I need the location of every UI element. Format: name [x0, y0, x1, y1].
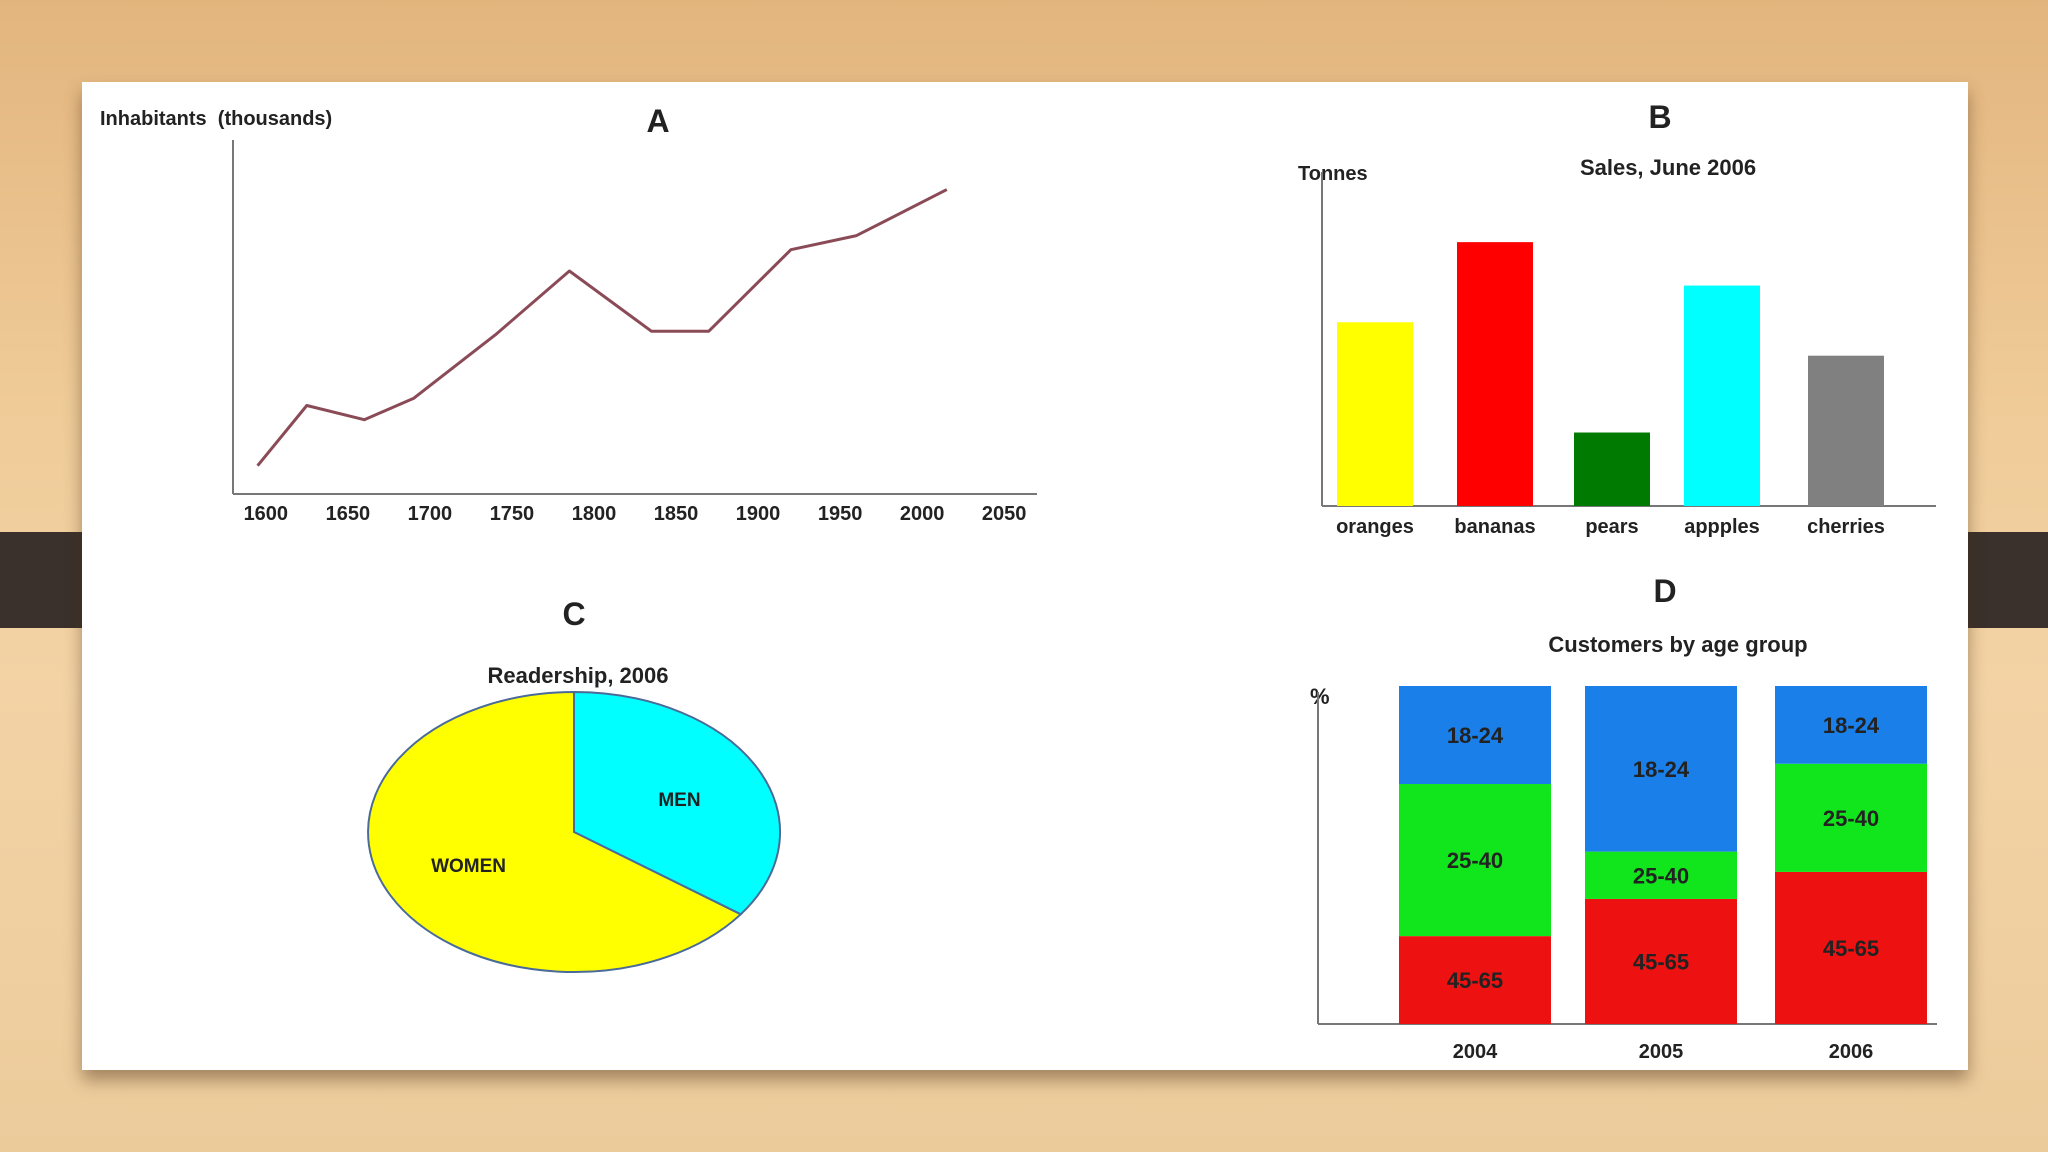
chart-d-category-label: 2006	[1829, 1041, 1874, 1063]
chart-b-bar-bananas	[1457, 242, 1533, 506]
chart-d: D Customers by age group % 45-65 25-40 18-…	[1310, 573, 1937, 1063]
charts-canvas: A Inhabitants (thousands) 1600 1650 1700 17…	[100, 99, 1937, 1063]
chart-b-category-label: pears	[1585, 516, 1638, 538]
chart-c: C Readership, 2006 MEN WOMEN	[367, 596, 782, 973]
chart-b-y-label: Tonnes	[1298, 163, 1368, 185]
chart-a-x-tick-label: 1850	[654, 503, 699, 525]
chart-d-y-label: %	[1310, 684, 1330, 709]
chart-b-category-label: bananas	[1454, 516, 1535, 538]
charts-panel: A Inhabitants (thousands) 1600 1650 1700 17…	[82, 82, 1968, 1070]
chart-d-segment-label: 45-65	[1633, 949, 1689, 974]
chart-a: A Inhabitants (thousands) 1600 1650 1700 17…	[100, 103, 1037, 525]
chart-d-segment-45-65-2006	[1775, 871, 1927, 1024]
chart-d-segment-25-40-2006	[1775, 763, 1927, 872]
chart-b-bar-pears	[1574, 432, 1650, 506]
chart-d-stacked-bars: 45-65 25-40 18-24 2004 45-65 25-40 18-24 2005 45…	[1399, 686, 1927, 1063]
chart-a-x-tick-label: 2050	[982, 503, 1026, 525]
chart-b-category-label: appples	[1684, 516, 1760, 538]
chart-d-letter: D	[1653, 573, 1676, 609]
chart-a-x-tick-label: 1950	[818, 503, 863, 525]
chart-d-segment-25-40-2004	[1399, 784, 1551, 937]
chart-b-letter: B	[1648, 99, 1671, 135]
chart-a-x-ticks: 1600 1650 1700 1750 1800 1850 1900 1950 2000 2050	[244, 503, 1027, 525]
chart-d-segment-label: 25-40	[1633, 863, 1689, 888]
chart-c-slice-men	[573, 690, 782, 916]
chart-b-bar-oranges	[1337, 322, 1413, 506]
chart-d-segment-25-40-2005	[1585, 851, 1737, 899]
chart-b-bars: oranges bananas pears appples cherries	[1336, 242, 1885, 538]
chart-b-category-label: cherries	[1807, 516, 1885, 538]
chart-d-category-label: 2005	[1639, 1041, 1684, 1063]
chart-a-x-tick-label: 2000	[900, 503, 945, 525]
chart-d-segment-45-65-2005	[1585, 898, 1737, 1024]
chart-a-x-tick-label: 1750	[490, 503, 535, 525]
chart-d-segment-label: 25-40	[1823, 806, 1879, 831]
chart-c-slice-label: MEN	[658, 790, 700, 811]
chart-d-segment-18-24-2006	[1775, 686, 1927, 764]
chart-d-segment-label: 45-65	[1823, 936, 1879, 961]
chart-a-x-tick-label: 1800	[572, 503, 617, 525]
chart-d-segment-label: 18-24	[1823, 713, 1880, 738]
chart-d-segment-label: 45-65	[1447, 968, 1503, 993]
chart-c-title: Readership, 2006	[488, 663, 669, 688]
chart-b-bar-appples	[1684, 285, 1760, 506]
chart-d-segment-45-65-2004	[1399, 936, 1551, 1024]
chart-c-pie: MEN WOMEN	[367, 690, 782, 973]
chart-c-letter: C	[562, 596, 585, 632]
chart-b-category-label: oranges	[1336, 516, 1414, 538]
chart-c-slice-women	[367, 690, 743, 973]
chart-b-title: Sales, June 2006	[1580, 155, 1756, 180]
chart-a-x-tick-label: 1600	[244, 503, 289, 525]
chart-d-title: Customers by age group	[1548, 632, 1807, 657]
chart-d-segment-18-24-2004	[1399, 686, 1551, 785]
chart-b-bar-cherries	[1808, 355, 1884, 506]
chart-b: B Sales, June 2006 Tonnes oranges bananas…	[1298, 99, 1936, 538]
chart-d-segment-label: 25-40	[1447, 848, 1503, 873]
chart-c-slice-label: WOMEN	[431, 856, 506, 877]
chart-a-letter: A	[646, 103, 669, 139]
chart-a-series-line	[256, 188, 948, 467]
chart-a-x-tick-label: 1650	[326, 503, 371, 525]
chart-a-x-tick-label: 1900	[736, 503, 781, 525]
chart-d-segment-label: 18-24	[1447, 723, 1504, 748]
chart-a-y-label: Inhabitants (thousands)	[100, 108, 332, 130]
chart-d-segment-label: 18-24	[1633, 757, 1690, 782]
chart-a-x-tick-label: 1700	[408, 503, 453, 525]
chart-d-category-label: 2004	[1453, 1041, 1498, 1063]
chart-d-segment-18-24-2005	[1585, 686, 1737, 852]
